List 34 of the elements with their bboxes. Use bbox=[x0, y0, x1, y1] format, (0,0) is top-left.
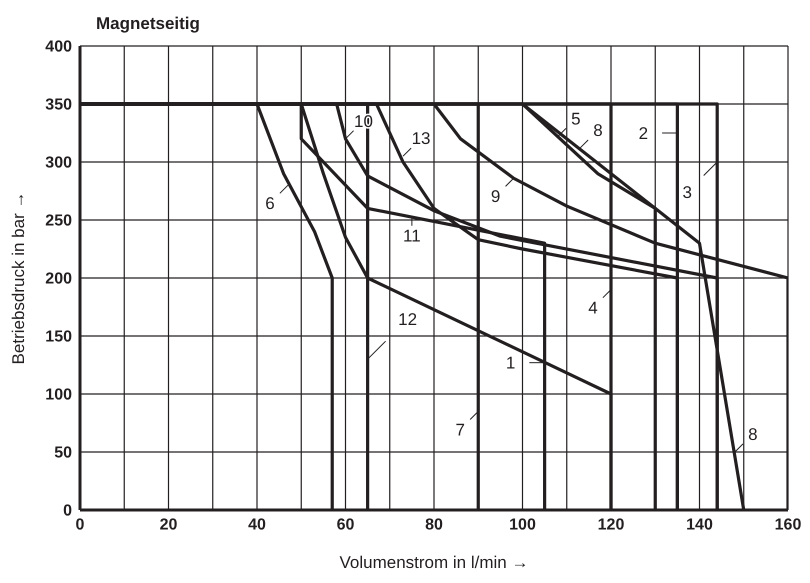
annotation: 4 bbox=[588, 298, 598, 318]
annotation: 13 bbox=[412, 129, 430, 148]
annotation: 8 bbox=[748, 425, 758, 444]
annotation: 8 bbox=[593, 121, 603, 140]
annotation: 9 bbox=[490, 187, 500, 206]
y-tick-label: 350 bbox=[45, 96, 72, 114]
x-tick-label: 80 bbox=[425, 516, 443, 534]
annotation: 11 bbox=[403, 226, 421, 246]
annotation: 1 bbox=[506, 354, 516, 373]
x-tick-label: 60 bbox=[336, 516, 354, 534]
chart-title: Magnetseitig bbox=[96, 14, 200, 34]
annotation: 3 bbox=[682, 183, 692, 202]
x-tick-label: 100 bbox=[509, 516, 536, 534]
x-axis-title: Volumenstrom in l/min → bbox=[340, 553, 528, 572]
x-tick-label: 40 bbox=[248, 516, 266, 534]
y-tick-label: 50 bbox=[54, 444, 72, 462]
annotation: 6 bbox=[265, 194, 275, 214]
y-axis-title: Betriebsdruck in bar → bbox=[9, 192, 28, 364]
annotation: 2 bbox=[638, 124, 648, 143]
annotation: 7 bbox=[456, 420, 465, 440]
annotation: 5 bbox=[571, 109, 581, 128]
y-tick-label: 300 bbox=[45, 154, 72, 172]
y-tick-label: 100 bbox=[45, 386, 72, 404]
y-tick-label: 150 bbox=[45, 328, 72, 346]
x-tick-label: 120 bbox=[598, 516, 624, 534]
y-tick-label: 400 bbox=[45, 38, 72, 56]
x-tick-label: 160 bbox=[774, 516, 802, 534]
annotation: 12 bbox=[398, 310, 418, 330]
y-tick-label: 0 bbox=[63, 502, 72, 520]
y-tick-label: 200 bbox=[45, 270, 72, 288]
x-tick-label: 140 bbox=[686, 516, 713, 534]
x-tick-label: 0 bbox=[76, 516, 85, 534]
x-tick-label: 20 bbox=[160, 516, 178, 534]
y-tick-label: 250 bbox=[45, 212, 72, 230]
